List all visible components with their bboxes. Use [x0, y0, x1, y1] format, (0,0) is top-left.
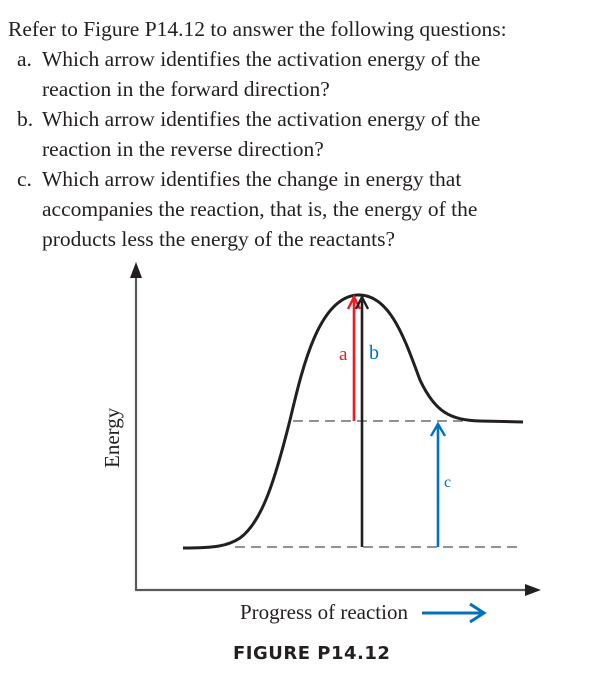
y-axis-label: Energy — [100, 407, 124, 468]
question-item-b: b. Which arrow identifies the activation… — [17, 104, 480, 161]
item-label: a. — [17, 47, 32, 71]
arrowhead-icon — [429, 421, 447, 437]
item-line: Which arrow identifies the change in ene… — [42, 167, 462, 191]
axes — [130, 262, 541, 596]
arrow-a-label: a — [339, 344, 348, 365]
item-line: reaction in the reverse direction? — [42, 137, 324, 161]
item-line: Which arrow identifies the activation en… — [42, 47, 481, 71]
arrowhead-icon — [354, 294, 370, 310]
y-axis-arrowhead-icon — [130, 262, 142, 278]
arrow-b — [354, 294, 370, 547]
arrow-c — [429, 421, 447, 547]
question-intro: Refer to Figure P14.12 to answer the fol… — [8, 17, 507, 41]
energy-curve — [182, 293, 524, 550]
item-line: accompanies the reaction, that is, the e… — [42, 197, 478, 221]
arrow-a — [346, 294, 362, 421]
arrow-c-label: c — [444, 474, 452, 491]
item-line: products less the energy of the reactant… — [42, 227, 396, 251]
x-axis-label: Progress of reaction — [240, 600, 408, 624]
item-line: Which arrow identifies the activation en… — [42, 107, 481, 131]
x-axis-arrowhead-icon — [525, 584, 541, 596]
item-line: reaction in the forward direction? — [42, 77, 330, 101]
item-label: c. — [17, 167, 32, 191]
question-item-a: a. Which arrow identifies the activation… — [17, 44, 480, 101]
progress-arrow-icon — [422, 602, 487, 624]
arrow-b-label: b — [369, 342, 379, 364]
question-item-c: c. Which arrow identifies the change in … — [17, 164, 477, 251]
item-label: b. — [17, 107, 34, 131]
figure-caption: FIGURE P14.12 — [233, 643, 391, 664]
